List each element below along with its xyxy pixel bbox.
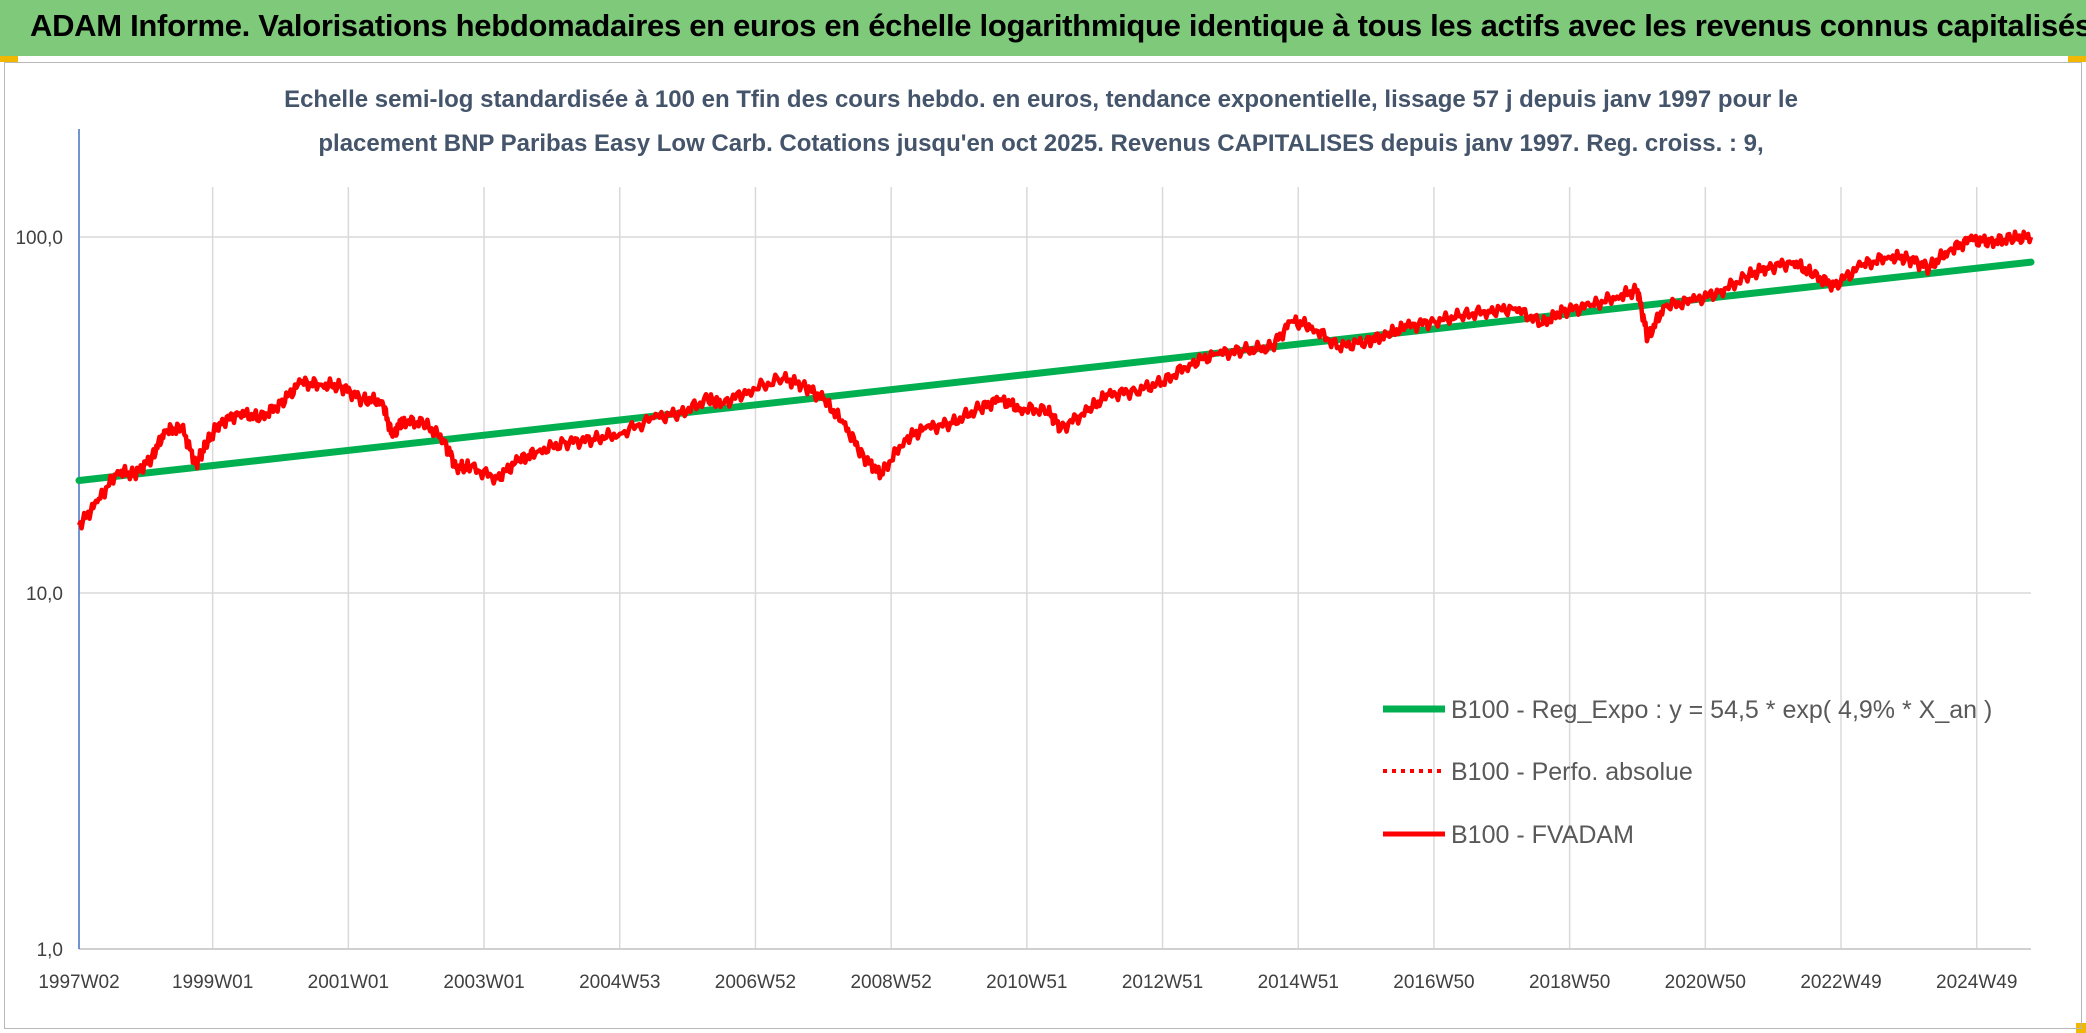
y-tick-label: 100,0: [15, 228, 63, 249]
axes: 100,0 10,0 1,0 1997W02 1999W01 2001W01 2003W01…: [15, 129, 2031, 993]
series-group: [75, 229, 2035, 531]
trend-line: [75, 258, 2035, 485]
x-tick-label: 2022W49: [1800, 972, 1881, 993]
x-tick-label: 2001W01: [308, 972, 389, 993]
chart-svg: Echelle semi-log standardisée à 100 en T…: [15, 86, 2035, 993]
x-tick-label: 2010W51: [986, 972, 1067, 993]
x-tick-label: 2018W50: [1529, 972, 1610, 993]
legend-label: B100 - Reg_Expo : y = 54,5 * exp( 4,9% *…: [1451, 696, 1992, 724]
price-line: [76, 229, 2034, 531]
x-tick-label: 2003W01: [443, 972, 524, 993]
chart-title-line2: placement BNP Paribas Easy Low Carb. Cot…: [318, 130, 1763, 157]
corner-accent-right: [2068, 56, 2086, 62]
x-tick-label: 2024W49: [1936, 972, 2017, 993]
y-tick-label: 10,0: [26, 584, 63, 605]
legend-label: B100 - Perfo. absolue: [1451, 758, 1693, 786]
x-tick-label: 1999W01: [172, 972, 253, 993]
x-tick-label: 1997W02: [38, 972, 119, 993]
gridlines: [79, 187, 2031, 949]
x-tick-label: 2020W50: [1665, 972, 1746, 993]
x-tick-label: 2006W52: [715, 972, 796, 993]
page-title: ADAM Informe. Valorisations hebdomadaire…: [30, 8, 2086, 43]
chart-frame: Echelle semi-log standardisée à 100 en T…: [4, 62, 2082, 1029]
x-tick-label: 2012W51: [1122, 972, 1203, 993]
legend-label: B100 - FVADAM: [1451, 821, 1634, 849]
x-tick-label: 2014W51: [1258, 972, 1339, 993]
corner-accent-left: [0, 56, 18, 62]
x-tick-label: 2004W53: [579, 972, 660, 993]
chart-title-line1: Echelle semi-log standardisée à 100 en T…: [284, 86, 1798, 113]
legend: B100 - Reg_Expo : y = 54,5 * exp( 4,9% *…: [1383, 696, 1992, 849]
x-tick-label: 2008W52: [850, 972, 931, 993]
y-tick-label: 1,0: [37, 940, 63, 961]
header-bar: ADAM Informe. Valorisations hebdomadaire…: [0, 0, 2086, 56]
x-tick-label: 2016W50: [1393, 972, 1474, 993]
